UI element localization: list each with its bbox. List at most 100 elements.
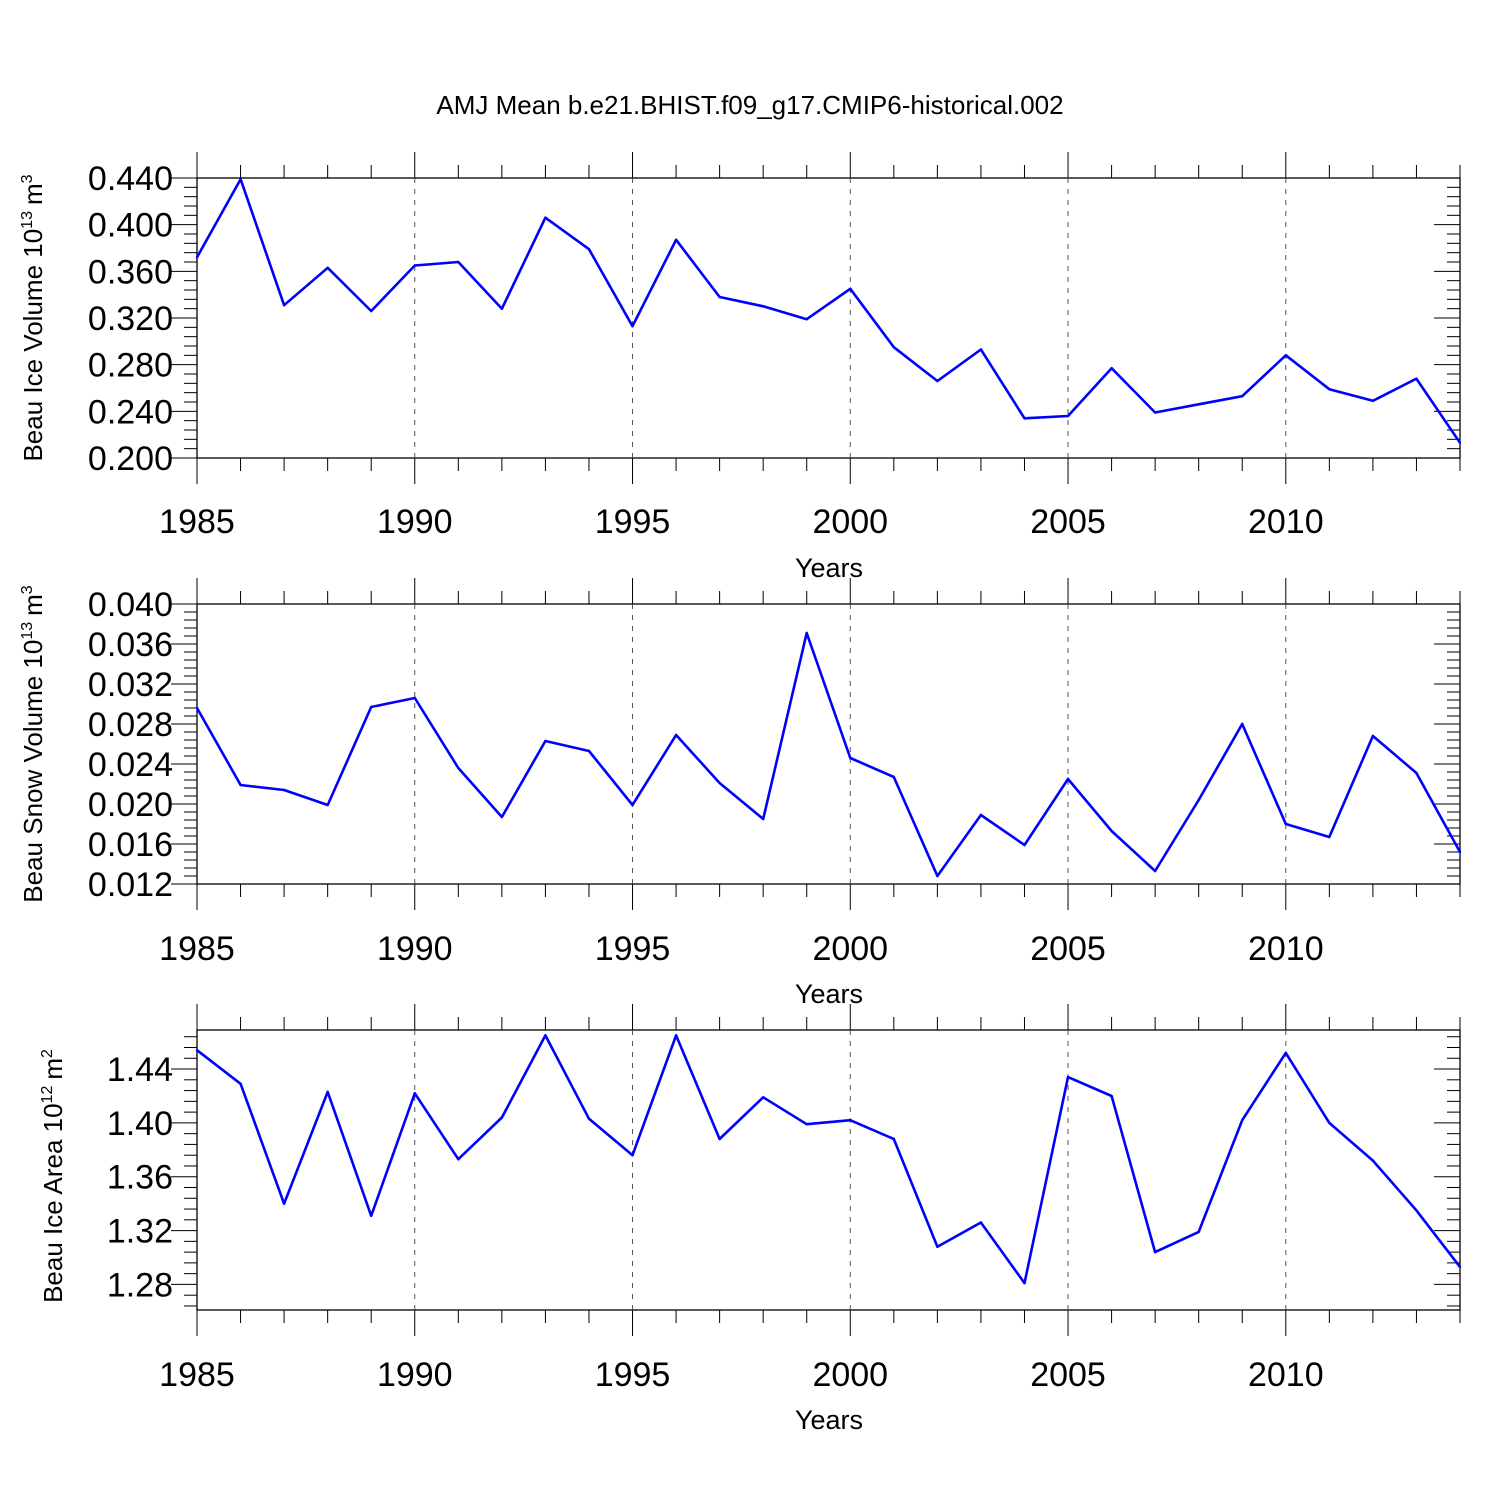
series-line xyxy=(195,631,1462,878)
data-point xyxy=(761,1096,765,1099)
x-tick-label: 2005 xyxy=(1030,1356,1106,1394)
data-point xyxy=(500,815,504,819)
x-axis-label: Years xyxy=(795,979,863,1009)
y-axis-label-unit: m xyxy=(18,183,48,205)
x-tick-label: 2005 xyxy=(1030,930,1106,968)
data-point xyxy=(1023,843,1026,847)
data-point xyxy=(1241,1118,1244,1122)
data-point xyxy=(1197,1230,1200,1234)
data-point xyxy=(1153,869,1157,873)
y-tick-label: 0.400 xyxy=(88,207,173,245)
data-point xyxy=(936,874,939,878)
y-axis-label-unit-exp: 2 xyxy=(39,1049,56,1058)
y-tick-label: 1.36 xyxy=(107,1159,173,1197)
data-point xyxy=(718,295,721,299)
panel-1: 0.440 0.400 0.360 0.320 0.280 0.240 0.200 1985 1… xyxy=(18,152,1462,583)
data-point xyxy=(370,705,373,709)
data-point xyxy=(1241,394,1244,398)
x-tick-label: 1995 xyxy=(595,930,671,968)
data-point xyxy=(1458,1265,1462,1269)
x-axis-label: Years xyxy=(795,553,863,583)
data-point xyxy=(326,1090,329,1094)
x-tick-label: 1990 xyxy=(377,503,453,541)
x-tick-label: 1985 xyxy=(159,503,235,541)
data-point xyxy=(239,177,242,181)
panel-2: 0.0400.0360.0320.0280.0240.0200.0160.012… xyxy=(18,578,1462,1009)
x-tick-label: 2010 xyxy=(1248,930,1324,968)
y-axis-label-base: Beau Ice Area 10 xyxy=(38,1103,68,1302)
data-point xyxy=(631,803,634,807)
data-point xyxy=(979,1221,983,1224)
data-point xyxy=(413,264,416,267)
y-axis-label-unit: m xyxy=(38,1058,68,1080)
y-tick-label: 0.032 xyxy=(88,666,173,704)
data-point xyxy=(413,1092,416,1095)
data-point xyxy=(1066,414,1070,418)
data-point xyxy=(892,345,896,349)
y-tick-label: 0.200 xyxy=(88,440,173,478)
x-tick-label: 1995 xyxy=(595,503,671,541)
data-point xyxy=(1284,1051,1287,1055)
y-tick-label: 0.280 xyxy=(88,347,173,385)
data-point xyxy=(761,305,765,308)
data-point xyxy=(587,247,591,251)
y-tick-label: 0.040 xyxy=(88,586,173,624)
data-point xyxy=(1153,411,1157,414)
data-point xyxy=(979,348,983,351)
y-axis-label-unit-exp: 3 xyxy=(19,585,36,594)
data-point xyxy=(631,324,634,328)
series-line xyxy=(196,1034,1462,1285)
data-point xyxy=(457,260,460,264)
data-point xyxy=(761,817,765,821)
x-axis-label: Years xyxy=(795,1405,863,1435)
y-tick-label: 1.28 xyxy=(107,1266,173,1304)
y-tick-label: 0.240 xyxy=(88,393,173,431)
data-point xyxy=(544,216,547,219)
data-point xyxy=(1371,734,1375,738)
data-point xyxy=(1023,1281,1026,1285)
figure-title: AMJ Mean b.e21.BHIST.f09_g17.CMIP6-histo… xyxy=(436,90,1063,120)
data-point xyxy=(1415,377,1418,380)
data-point xyxy=(239,783,242,787)
y-tick-label: 0.036 xyxy=(88,626,173,664)
data-point xyxy=(1371,399,1375,403)
data-point xyxy=(805,631,808,635)
data-point xyxy=(1066,777,1070,781)
x-tick-label: 1995 xyxy=(595,1356,671,1394)
x-tick-label: 1985 xyxy=(159,930,235,968)
data-point xyxy=(805,317,808,321)
data-point xyxy=(544,739,547,743)
y-axis-label-base: Beau Snow Volume 10 xyxy=(18,640,48,903)
data-point xyxy=(1284,822,1287,826)
data-point xyxy=(1458,850,1462,854)
data-point xyxy=(1328,835,1331,839)
data-point xyxy=(1110,366,1113,370)
data-point xyxy=(979,813,983,817)
data-point xyxy=(631,1153,634,1157)
y-tick-label: 0.020 xyxy=(88,786,173,824)
data-point xyxy=(1241,722,1244,726)
data-point xyxy=(282,1202,286,1205)
data-point xyxy=(1066,1075,1070,1079)
data-point xyxy=(587,749,591,753)
data-point xyxy=(457,1158,460,1161)
data-point xyxy=(1110,829,1113,833)
data-point xyxy=(1023,417,1026,420)
x-tick-label: 2010 xyxy=(1248,1356,1324,1394)
data-point xyxy=(326,803,329,807)
data-point xyxy=(326,266,329,270)
y-axis-label-unit: m xyxy=(18,594,48,616)
y-axis-label-exp: 13 xyxy=(19,622,36,640)
plot-frame xyxy=(196,1029,1461,1311)
data-point xyxy=(282,788,286,792)
data-point xyxy=(936,1245,939,1248)
x-tick-label: 2000 xyxy=(812,503,888,541)
data-point xyxy=(849,287,852,291)
y-tick-label: 1.40 xyxy=(107,1105,173,1143)
data-point xyxy=(1110,1094,1113,1098)
data-point xyxy=(457,766,460,770)
y-tick-label: 0.360 xyxy=(88,253,173,291)
data-point xyxy=(1328,1121,1331,1125)
